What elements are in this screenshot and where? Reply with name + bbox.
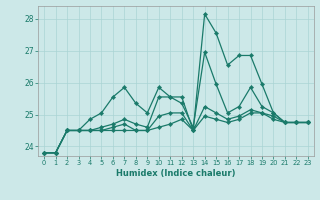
X-axis label: Humidex (Indice chaleur): Humidex (Indice chaleur) xyxy=(116,169,236,178)
